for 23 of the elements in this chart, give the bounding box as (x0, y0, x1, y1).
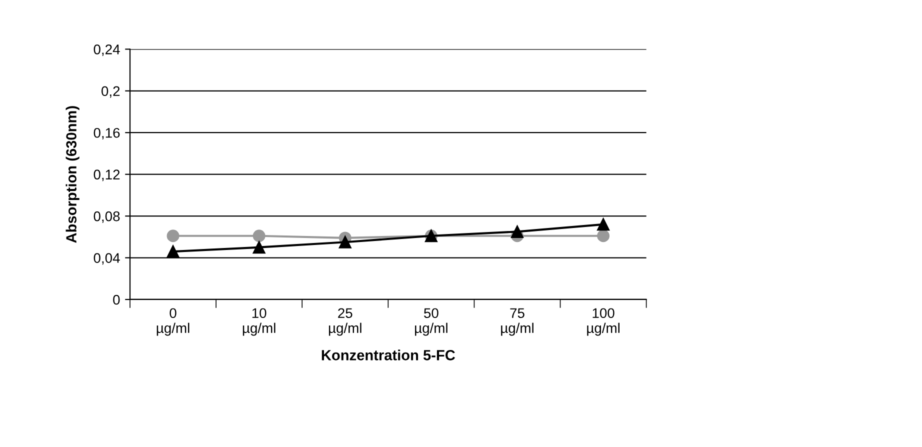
point (252, 241, 266, 254)
x-tick-label: 100 µg/ml (587, 308, 620, 336)
x-tick-label: 25 µg/ml (328, 308, 362, 336)
x-axis-title: Konzentration 5-FC (322, 350, 456, 360)
x-tick-label: 0 µg/ml (156, 308, 190, 336)
x-tick-label: 10 µg/ml (242, 308, 276, 336)
point (597, 218, 610, 231)
point (338, 236, 352, 248)
y-tick-label: 0 (113, 294, 120, 305)
y-tick-label: 0,16 (94, 128, 120, 140)
point (252, 230, 266, 242)
y-tick-label: 0,04 (94, 253, 120, 265)
x-tick-label: 50 µg/ml (415, 308, 448, 336)
point (597, 230, 610, 242)
y-tick-label: 0,2 (102, 86, 120, 98)
y-tick-label: 0,08 (94, 211, 120, 223)
y-tick-label: 0,24 (94, 44, 120, 56)
y-tick-label: 0,12 (94, 170, 120, 182)
x-tick-label: 75 µg/ml (501, 308, 534, 336)
point (510, 225, 524, 238)
y-axis-title: Absorption (630nm) (66, 106, 80, 243)
point (166, 230, 180, 242)
point (166, 245, 180, 258)
